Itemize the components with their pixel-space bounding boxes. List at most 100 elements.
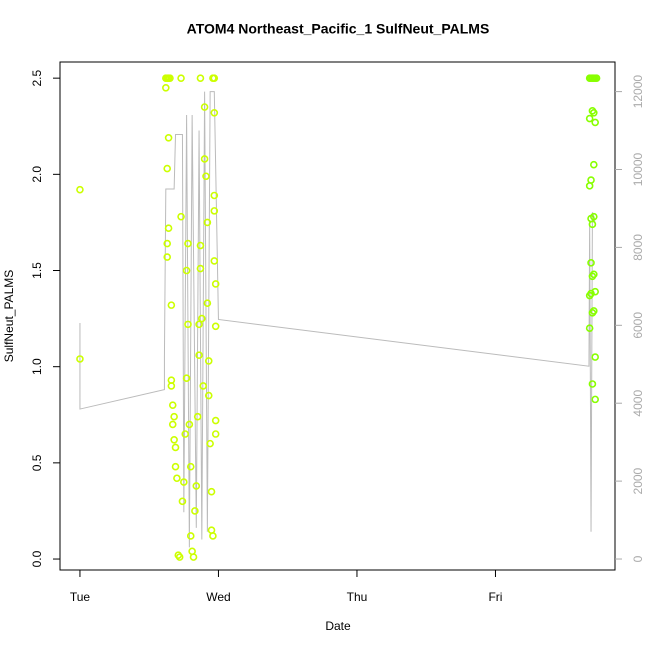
data-point xyxy=(163,239,172,248)
y-axis-label: SulfNeut_PALMS xyxy=(2,270,16,363)
data-point xyxy=(178,497,187,506)
x-tick-label: Wed xyxy=(206,590,230,604)
data-point xyxy=(590,108,598,117)
data-point xyxy=(195,320,203,329)
data-point xyxy=(76,185,84,194)
data-point xyxy=(184,320,192,329)
y-tick-label: 0.5 xyxy=(30,454,44,471)
data-point xyxy=(210,191,219,200)
y2-tick-label: 6000 xyxy=(631,312,645,339)
y-tick-label: 2.0 xyxy=(30,166,44,183)
data-point xyxy=(170,412,178,421)
data-point xyxy=(173,474,181,483)
data-point xyxy=(163,164,172,173)
data-point xyxy=(210,207,219,215)
data-point xyxy=(207,487,216,496)
data-point xyxy=(591,118,599,127)
data-point xyxy=(164,133,173,142)
data-point xyxy=(193,412,202,421)
y2-tick-label: 8000 xyxy=(631,234,645,261)
data-point xyxy=(587,289,595,298)
plot-box xyxy=(59,61,616,571)
y2-tick-label: 12000 xyxy=(631,75,645,109)
data-point xyxy=(166,74,174,82)
data-point xyxy=(211,430,220,438)
data-point xyxy=(184,239,192,248)
data-point xyxy=(588,380,597,388)
data-point xyxy=(175,553,184,561)
y2-tick-label: 10000 xyxy=(631,152,645,186)
data-point xyxy=(168,420,177,429)
data-point xyxy=(591,287,599,296)
y2-tick-label: 0 xyxy=(631,555,645,562)
data-point xyxy=(186,532,195,540)
y2-tick-label: 2000 xyxy=(631,467,645,494)
data-point xyxy=(196,264,205,273)
data-point xyxy=(587,259,595,267)
data-point xyxy=(591,395,599,404)
data-point xyxy=(210,108,219,117)
data-point xyxy=(167,301,176,309)
data-point xyxy=(182,266,191,275)
data-point xyxy=(164,224,173,232)
data-point xyxy=(203,299,212,308)
data-point xyxy=(171,462,180,471)
chart-title: ATOM4 Northeast_Pacific_1 SulfNeut_PALMS xyxy=(187,21,490,37)
data-point xyxy=(590,270,598,279)
y-tick-label: 2.5 xyxy=(30,69,44,86)
data-point xyxy=(204,391,213,400)
data-point xyxy=(192,482,201,490)
data-point xyxy=(210,74,219,82)
data-point xyxy=(168,401,177,409)
data-point xyxy=(180,478,188,486)
data-point xyxy=(186,462,195,471)
data-point xyxy=(196,74,205,82)
data-point xyxy=(210,257,219,265)
y2-tick-label: 4000 xyxy=(631,390,645,417)
data-point xyxy=(206,439,214,448)
y-tick-label: 1.5 xyxy=(30,262,44,279)
y-tick-label: 1.0 xyxy=(30,358,44,375)
data-point xyxy=(590,160,598,169)
data-point xyxy=(167,382,176,390)
data-point xyxy=(163,253,172,261)
data-point xyxy=(181,430,190,438)
data-point xyxy=(198,314,206,323)
data-point xyxy=(202,172,210,181)
data-point xyxy=(171,443,180,452)
data-point xyxy=(585,114,594,123)
data-point xyxy=(170,435,178,444)
data-point xyxy=(203,218,212,227)
data-point xyxy=(185,420,194,429)
data-point xyxy=(592,74,601,82)
data-point xyxy=(585,324,594,333)
data-point xyxy=(191,507,199,515)
data-point xyxy=(177,212,185,221)
data-point xyxy=(182,374,191,383)
altitude-line xyxy=(79,91,596,548)
x-tick-label: Thu xyxy=(347,590,368,604)
data-point xyxy=(162,83,170,92)
x-tick-label: Tue xyxy=(70,590,91,604)
data-point xyxy=(590,212,598,221)
data-point xyxy=(196,241,205,250)
data-point xyxy=(177,74,185,82)
data-point xyxy=(211,322,220,331)
x-tick-label: Fri xyxy=(488,590,502,604)
data-point xyxy=(199,382,208,390)
data-point xyxy=(195,351,203,359)
data-point xyxy=(189,553,198,561)
data-point xyxy=(585,182,594,190)
data-point xyxy=(590,307,598,315)
data-point xyxy=(76,355,84,363)
y-tick-label: 0.0 xyxy=(30,550,44,567)
x-axis-label: Date xyxy=(325,619,351,633)
data-point xyxy=(588,220,597,229)
data-point xyxy=(209,532,217,540)
data-point xyxy=(211,416,220,425)
data-point xyxy=(200,103,209,111)
data-point xyxy=(200,155,209,163)
data-point xyxy=(211,280,220,288)
